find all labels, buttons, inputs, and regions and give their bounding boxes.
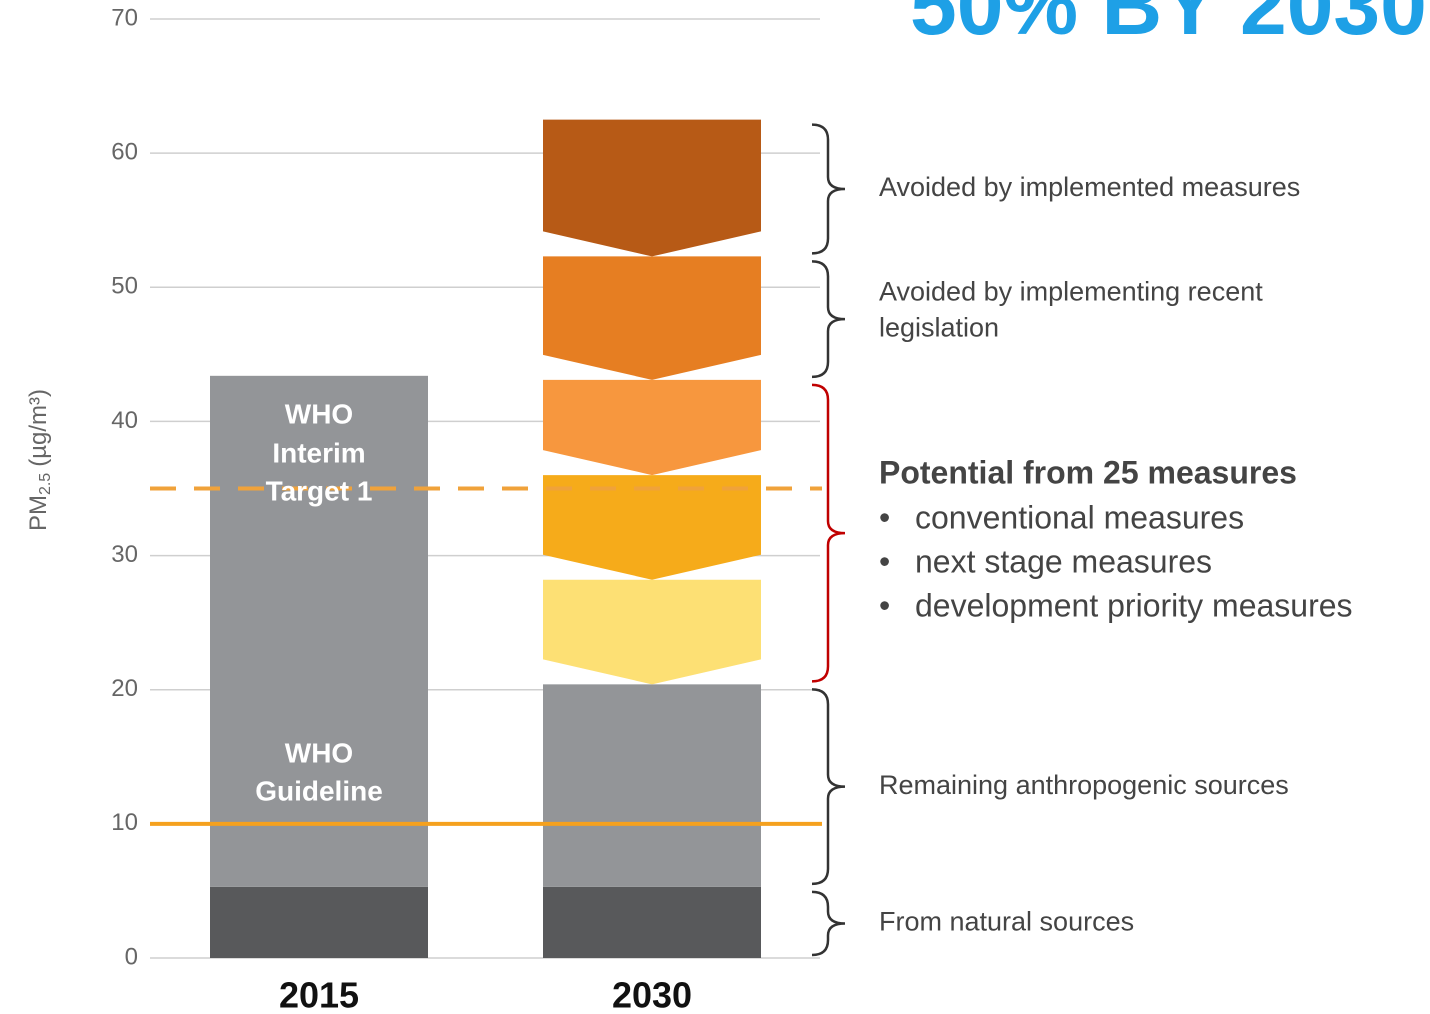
annotation-heading: Potential from 25 measures xyxy=(879,454,1297,490)
chevron-segment xyxy=(543,579,761,685)
chart-title: 50% BY 2030 xyxy=(910,0,1427,52)
y-label-main: PM xyxy=(25,495,52,531)
annotation-text: Avoided by implementing recent xyxy=(879,276,1263,306)
bar-segment xyxy=(210,886,428,958)
y-tick-label: 70 xyxy=(111,4,138,31)
bar-segment xyxy=(543,684,761,887)
y-tick-label: 30 xyxy=(111,541,138,568)
brace xyxy=(811,688,846,886)
reference-label: Guideline xyxy=(255,775,383,806)
annotation-text: Remaining anthropogenic sources xyxy=(879,770,1289,800)
annotation-bullet: conventional measures xyxy=(915,499,1244,535)
x-tick-label: 2030 xyxy=(612,975,692,1014)
chevron-segment xyxy=(543,379,761,476)
y-tick-label: 0 xyxy=(125,943,138,970)
y-tick-label: 50 xyxy=(111,273,138,300)
bar-segment xyxy=(210,375,428,887)
y-axis-label: PM2.5 (µg/m³) xyxy=(25,389,54,531)
annotation-bullet: development priority measures xyxy=(915,587,1353,623)
brace xyxy=(811,123,846,255)
reference-label: Interim xyxy=(272,437,365,468)
y-tick-label: 10 xyxy=(111,809,138,836)
y-tick-label: 60 xyxy=(111,138,138,165)
brace xyxy=(811,383,846,683)
bullet: • xyxy=(879,499,890,535)
y-label-sub: 2.5 xyxy=(37,473,54,495)
bullet: • xyxy=(879,587,890,623)
reference-label: Target 1 xyxy=(266,475,373,506)
annotation-text: From natural sources xyxy=(879,907,1134,937)
reference-label: WHO xyxy=(285,398,353,429)
bullet: • xyxy=(879,543,890,579)
bar-segment xyxy=(543,886,761,958)
reference-label: WHO xyxy=(285,737,353,768)
brace xyxy=(811,890,846,957)
chevron-segment xyxy=(543,256,761,380)
annotation-text: Avoided by implemented measures xyxy=(879,172,1300,202)
annotation-bullet: next stage measures xyxy=(915,543,1212,579)
chevron-segment xyxy=(543,119,761,257)
brace xyxy=(811,260,846,379)
y-tick-label: 20 xyxy=(111,675,138,702)
y-tick-label: 40 xyxy=(111,407,138,434)
chevron-segment xyxy=(543,475,761,580)
x-tick-label: 2015 xyxy=(279,975,359,1014)
y-label-unit: (µg/m³) xyxy=(25,389,52,467)
annotation-text: legislation xyxy=(879,312,999,342)
